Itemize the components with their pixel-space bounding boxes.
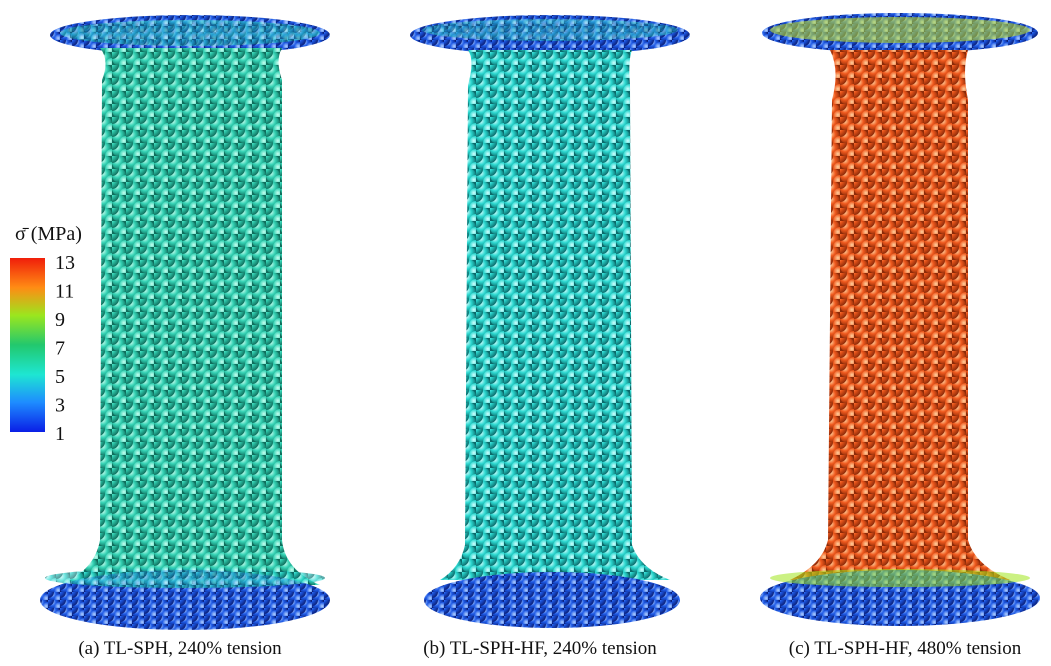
figure: σ̄ (MPa) 13 11 9 7 5 3 1 (a) TL-SPH, 240% tens…	[0, 0, 1051, 666]
specimen-a	[40, 15, 330, 630]
caption: (b) TL-SPH-HF, 240% tension	[423, 638, 657, 659]
specimen-b	[410, 15, 690, 628]
colorbar	[10, 258, 45, 432]
caption: (c) TL-SPH-HF, 480% tension	[789, 638, 1022, 659]
colorbar-tick-label: 7	[55, 338, 65, 360]
colorbar-tick-label: 11	[55, 281, 74, 303]
caption: (a) TL-SPH, 240% tension	[78, 638, 282, 659]
colorbar-tick-label: 1	[55, 423, 65, 445]
colorbar-label: σ̄ (MPa)	[15, 223, 82, 245]
colorbar-tick-label: 3	[55, 395, 65, 417]
colorbar-tick-label: 9	[55, 309, 65, 331]
colorbar-tick-label: 13	[55, 252, 75, 274]
colorbar-tick-label: 5	[55, 366, 65, 388]
specimen-c	[760, 13, 1040, 626]
